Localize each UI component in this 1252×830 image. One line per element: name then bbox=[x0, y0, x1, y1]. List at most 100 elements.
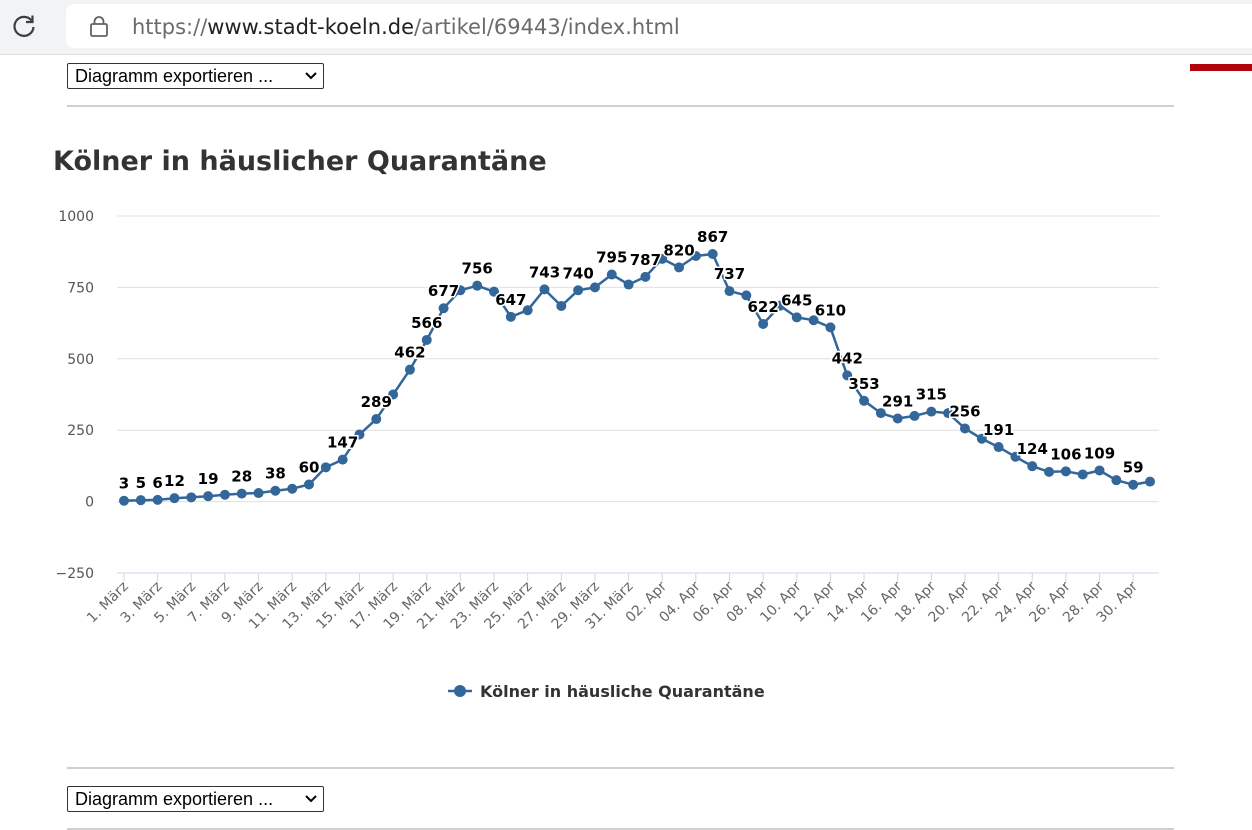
data-point bbox=[505, 311, 516, 322]
y-tick-label: 250 bbox=[67, 423, 94, 439]
data-label: 645 bbox=[781, 291, 812, 309]
data-point bbox=[337, 454, 348, 465]
data-point bbox=[842, 370, 853, 381]
data-point bbox=[690, 250, 701, 261]
data-label: 647 bbox=[495, 291, 526, 309]
data-point bbox=[421, 334, 432, 345]
url-scheme: https:// bbox=[132, 15, 208, 39]
export-dropdown-label: Diagramm exportieren ... bbox=[75, 66, 274, 86]
export-chart-dropdown-bottom[interactable]: Diagramm exportieren ... bbox=[67, 786, 324, 812]
data-label: 353 bbox=[848, 375, 879, 393]
data-point bbox=[657, 253, 668, 264]
data-label: 19 bbox=[198, 470, 219, 488]
data-label: 59 bbox=[1123, 459, 1144, 477]
chevron-down-icon bbox=[305, 72, 317, 80]
data-point bbox=[270, 485, 281, 496]
data-point bbox=[455, 285, 466, 296]
data-point bbox=[640, 271, 651, 282]
data-label: 256 bbox=[949, 402, 980, 420]
legend[interactable]: Kölner in häusliche Quarantäne bbox=[448, 682, 765, 701]
data-label: 38 bbox=[265, 465, 286, 483]
data-point bbox=[875, 408, 886, 419]
legend-symbol-dot bbox=[454, 685, 466, 697]
data-label: 677 bbox=[428, 282, 459, 300]
data-point bbox=[859, 395, 870, 406]
data-point bbox=[707, 248, 718, 259]
data-point bbox=[186, 492, 197, 503]
data-point bbox=[1094, 465, 1105, 476]
data-point bbox=[623, 279, 634, 290]
browser-toolbar: https://www.stadt-koeln.de/artikel/69443… bbox=[0, 0, 1252, 55]
data-label: 622 bbox=[747, 298, 778, 316]
data-point bbox=[758, 318, 769, 329]
export-chart-dropdown-top[interactable]: Diagramm exportieren ... bbox=[67, 63, 324, 89]
data-point bbox=[169, 493, 180, 504]
data-point bbox=[1128, 479, 1139, 490]
data-label: 743 bbox=[529, 263, 560, 281]
data-point bbox=[892, 413, 903, 424]
data-label: 3 bbox=[119, 475, 129, 493]
data-point bbox=[926, 406, 937, 417]
data-label: 191 bbox=[983, 421, 1014, 439]
data-label: 289 bbox=[361, 393, 392, 411]
data-point bbox=[522, 305, 533, 316]
data-label: 566 bbox=[411, 314, 442, 332]
legend-label: Kölner in häusliche Quarantäne bbox=[480, 682, 765, 701]
url-host: www.stadt-koeln.de bbox=[207, 15, 414, 39]
data-point bbox=[135, 495, 146, 506]
data-point bbox=[539, 284, 550, 295]
address-bar[interactable]: https://www.stadt-koeln.de/artikel/69443… bbox=[66, 4, 1252, 48]
data-point bbox=[741, 290, 752, 301]
data-point bbox=[1010, 451, 1021, 462]
data-point bbox=[320, 462, 331, 473]
url-text[interactable]: https://www.stadt-koeln.de/artikel/69443… bbox=[132, 14, 680, 40]
data-label: 109 bbox=[1084, 444, 1115, 462]
data-point bbox=[236, 488, 247, 499]
series-line bbox=[123, 252, 1151, 502]
data-label: 315 bbox=[916, 386, 947, 404]
y-tick-label: −250 bbox=[56, 566, 94, 582]
data-point bbox=[371, 414, 382, 425]
data-point bbox=[203, 491, 214, 502]
y-tick-label: 1000 bbox=[58, 209, 94, 225]
data-label: 442 bbox=[832, 349, 863, 367]
data-point bbox=[1077, 469, 1088, 480]
data-label: 60 bbox=[299, 458, 320, 476]
data-point bbox=[674, 262, 685, 273]
y-tick-label: 500 bbox=[67, 352, 94, 368]
export-dropdown-label: Diagramm exportieren ... bbox=[75, 789, 274, 809]
chevron-down-icon bbox=[305, 795, 317, 803]
y-tick-label: 750 bbox=[67, 280, 94, 296]
data-label: 106 bbox=[1050, 445, 1081, 463]
data-point bbox=[304, 479, 315, 490]
data-label: 820 bbox=[663, 241, 694, 259]
data-label: 12 bbox=[164, 472, 185, 490]
data-point bbox=[253, 488, 264, 499]
data-label: 610 bbox=[815, 301, 846, 319]
data-point bbox=[825, 322, 836, 333]
data-point bbox=[573, 285, 584, 296]
divider bbox=[67, 828, 1174, 830]
data-point bbox=[438, 303, 449, 314]
data-point bbox=[808, 315, 819, 326]
data-point bbox=[556, 300, 567, 311]
data-label: 795 bbox=[596, 249, 627, 267]
data-label: 147 bbox=[327, 434, 358, 452]
data-point bbox=[1145, 476, 1155, 487]
data-point bbox=[1111, 475, 1122, 486]
data-point bbox=[219, 489, 230, 500]
data-point bbox=[976, 433, 987, 444]
reload-icon[interactable] bbox=[10, 13, 38, 41]
data-label: 737 bbox=[714, 265, 745, 283]
data-point bbox=[388, 389, 399, 400]
data-point bbox=[774, 300, 785, 311]
data-label: 740 bbox=[562, 264, 593, 282]
lock-icon bbox=[90, 16, 108, 37]
data-label: 291 bbox=[882, 392, 913, 410]
data-label: 124 bbox=[1017, 440, 1048, 458]
data-point bbox=[724, 286, 735, 297]
data-point bbox=[959, 423, 970, 434]
data-label: 756 bbox=[462, 260, 493, 278]
data-label: 787 bbox=[630, 251, 661, 269]
